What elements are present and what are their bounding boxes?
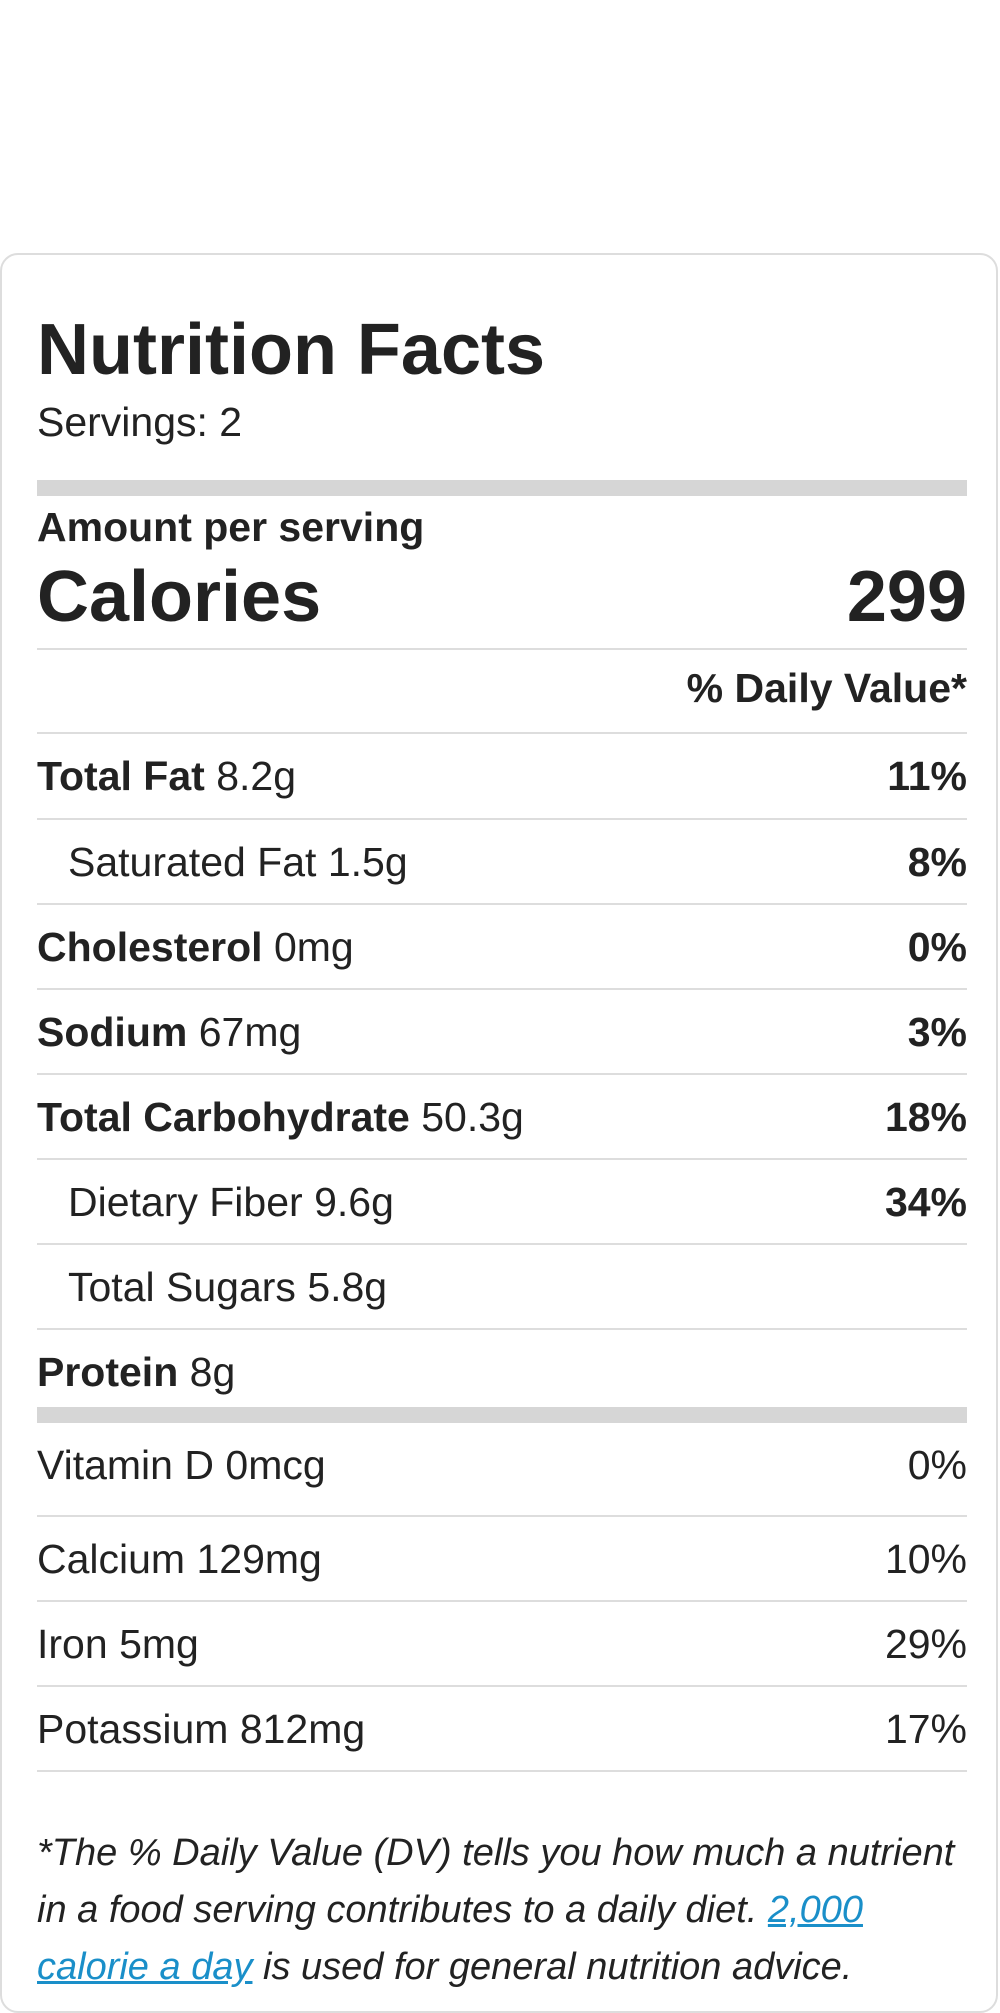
vitamin-row-vitamin-d: Vitamin D 0mcg 0% [37, 1423, 967, 1507]
amount-per-serving: Amount per serving [37, 504, 425, 550]
divider [37, 1515, 967, 1517]
vitamin-percent: 29% [884, 1621, 967, 1667]
vitamin-row-potassium: Potassium 812mg 17% [37, 1687, 967, 1771]
divider [37, 1073, 967, 1075]
nutrient-percent: 11% [887, 753, 967, 799]
nutrient-row-cholesterol: Cholesterol 0mg 0% [37, 905, 967, 989]
thick-divider [37, 480, 967, 496]
divider [37, 1685, 967, 1687]
nutrient-percent: 0% [907, 924, 967, 970]
nutrient-row-total-fat: Total Fat 8.2g 11% [37, 734, 967, 818]
vitamin-row-iron: Iron 5mg 29% [37, 1602, 967, 1686]
nutrient-percent: 18% [884, 1094, 967, 1140]
nutrient-percent: 3% [907, 1009, 967, 1055]
vitamin-row-calcium: Calcium 129mg 10% [37, 1517, 967, 1601]
divider [37, 732, 967, 734]
calories-row: Calories 299 [37, 555, 967, 640]
nutrient-name: Saturated Fat 1.5g [68, 839, 408, 885]
nutrient-row-total-carbohydrate: Total Carbohydrate 50.3g 18% [37, 1075, 967, 1159]
nutrition-label: Nutrition Facts Servings: 2 Amount per s… [0, 253, 998, 2013]
divider [37, 1158, 967, 1160]
servings-text: Servings: 2 [37, 399, 243, 445]
nutrient-name: Protein 8g [37, 1349, 236, 1395]
nutrient-name: Total Carbohydrate 50.3g [37, 1094, 524, 1140]
divider [37, 1328, 967, 1330]
vitamin-name: Iron 5mg [37, 1621, 199, 1667]
calories-value: 299 [846, 557, 967, 637]
calories-label: Calories [37, 557, 322, 637]
vitamin-name: Potassium 812mg [37, 1706, 366, 1752]
divider [37, 648, 967, 650]
footnote-text-continued: is used for general nutrition advice. [252, 1946, 853, 1988]
divider [37, 903, 967, 905]
nutrient-row-saturated-fat: Saturated Fat 1.5g 8% [37, 820, 967, 904]
daily-value-footnote: *The % Daily Value (DV) tells you how mu… [37, 1825, 977, 1996]
nutrient-name: Sodium 67mg [37, 1009, 302, 1055]
nutrient-row-total-sugars: Total Sugars 5.8g [37, 1245, 967, 1329]
vitamin-percent: 0% [907, 1442, 967, 1488]
divider [37, 988, 967, 990]
thick-divider [37, 1407, 967, 1423]
nutrient-row-sodium: Sodium 67mg 3% [37, 990, 967, 1074]
daily-value-header: % Daily Value* [686, 665, 967, 711]
divider [37, 818, 967, 820]
nutrient-row-protein: Protein 8g [37, 1330, 967, 1414]
vitamin-name: Calcium 129mg [37, 1536, 322, 1582]
nutrient-row-dietary-fiber: Dietary Fiber 9.6g 34% [37, 1160, 967, 1244]
nutrient-name: Dietary Fiber 9.6g [68, 1179, 394, 1225]
divider [37, 1770, 967, 1772]
nutrient-percent: 8% [907, 839, 967, 885]
footnote-text: *The % Daily Value (DV) tells you how mu… [37, 1832, 955, 1931]
divider [37, 1600, 967, 1602]
vitamin-percent: 10% [884, 1536, 967, 1582]
vitamin-name: Vitamin D 0mcg [37, 1442, 326, 1488]
nutrient-name: Cholesterol 0mg [37, 924, 354, 970]
nutrient-name: Total Sugars 5.8g [68, 1264, 388, 1310]
vitamin-percent: 17% [884, 1706, 967, 1752]
nutrient-percent: 34% [884, 1179, 967, 1225]
nutrition-title: Nutrition Facts [37, 310, 546, 390]
divider [37, 1243, 967, 1245]
nutrient-name: Total Fat 8.2g [37, 753, 297, 799]
